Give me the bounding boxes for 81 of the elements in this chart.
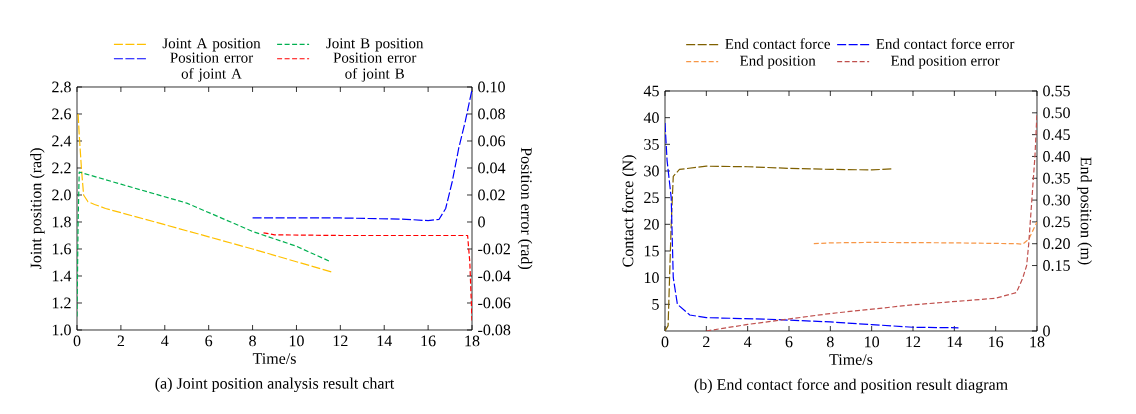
y2-tick-label: 0.45	[1043, 129, 1070, 141]
legend-label: Joint A position	[162, 38, 261, 52]
y2-tick-label: -0.04	[478, 270, 511, 282]
y-axis-title: Joint position (rad)	[30, 148, 45, 270]
y-tick-label: 30	[644, 165, 659, 177]
legend-label: End contact force error	[876, 38, 1015, 49]
x-tick-label: 6	[785, 336, 793, 348]
x-tick-label: 14	[947, 336, 963, 348]
y-tick-label: 1.2	[52, 297, 71, 309]
x-tick-label: 8	[826, 336, 834, 348]
x-tick-label: 6	[205, 335, 213, 347]
line-series	[665, 165, 893, 331]
x-axis-title: Time/s	[252, 353, 296, 364]
y-tick-label: 25	[644, 192, 659, 204]
line-series	[665, 122, 960, 329]
y-tick-label: 2.6	[52, 108, 72, 120]
legend-label: End position	[739, 55, 816, 69]
x-tick-label: 10	[289, 335, 304, 347]
x-tick-label: 2	[117, 335, 125, 347]
x-tick-label: 16	[421, 335, 436, 347]
y2-tick-label: -0.06	[478, 297, 511, 309]
y2-tick-label: 0.35	[1043, 172, 1070, 184]
x-tick-label: 18	[1030, 336, 1045, 348]
x-tick-label: 8	[249, 335, 256, 347]
x-tick-label: 0	[661, 336, 669, 348]
y2-tick-label: 0.55	[1043, 85, 1070, 97]
line-series	[251, 89, 473, 222]
x-tick-label: 12	[906, 336, 921, 348]
line-series	[77, 113, 333, 273]
y2-tick-label: 0.06	[478, 135, 506, 147]
y-tick-label: 20	[644, 218, 659, 230]
y-tick-label: 2.8	[52, 81, 71, 93]
y-tick-label: 1.4	[52, 270, 72, 282]
y2-tick-label: 0.30	[1043, 194, 1070, 206]
y-tick-label: 15	[644, 245, 659, 257]
y2-tick-label: 0	[478, 216, 485, 228]
y-tick-label: 35	[644, 138, 659, 150]
y2-tick-label: 0.40	[1043, 151, 1070, 162]
y-tick-label: 2.4	[52, 135, 72, 147]
y-tick-label: 45	[643, 85, 659, 97]
x-tick-label: 4	[743, 336, 752, 348]
y2-tick-label: 0.10	[478, 81, 505, 93]
y2-axis-title: Position error (rad)	[517, 147, 533, 270]
x-tick-label: 4	[161, 335, 169, 347]
x-tick-label: 12	[333, 335, 348, 347]
x-axis-title: Time/s	[829, 354, 873, 365]
y2-tick-label: -0.08	[478, 324, 511, 336]
text: (a) Joint position analysis result chart	[155, 377, 395, 393]
line-series	[813, 221, 1037, 245]
line-series	[262, 232, 473, 322]
legend-label: End position error	[890, 55, 1000, 69]
x-tick-label: 2	[703, 336, 710, 348]
y-tick-label: 1.8	[52, 216, 71, 228]
legend-label: Position error of joint B	[333, 52, 417, 82]
text: (b) End contact force and position result diagram	[694, 378, 1008, 394]
x-tick-label: 18	[465, 335, 480, 347]
y-tick-label: 40	[643, 112, 659, 124]
y-tick-label: 5	[652, 299, 659, 310]
x-tick-label: 14	[377, 335, 392, 347]
y2-tick-label: 0.15	[1043, 260, 1070, 271]
x-tick-label: 16	[989, 336, 1004, 348]
y2-tick-label: 0.25	[1043, 216, 1070, 228]
y-tick-label: 2.0	[52, 189, 71, 201]
legend-label: Position error of joint A	[170, 52, 254, 82]
y2-tick-label: 0.08	[478, 108, 505, 120]
y2-tick-label: 0.04	[478, 162, 506, 174]
y2-axis-title: End position (m)	[1077, 157, 1092, 265]
y2-tick-label: 0.20	[1043, 238, 1070, 250]
y-tick-label: 1.6	[52, 243, 72, 255]
y-tick-label: 10	[644, 272, 659, 284]
legend-label: End contact force	[725, 38, 831, 49]
y-tick-label: 1.0	[52, 324, 71, 336]
x-tick-label: 0	[73, 335, 81, 347]
y2-tick-label: 0.02	[478, 189, 505, 201]
y2-tick-label: -0.02	[478, 243, 510, 255]
y-tick-label: 2.2	[52, 162, 71, 174]
legend-label: Joint B position	[326, 38, 424, 52]
y-axis-title: Contact force (N)	[621, 155, 637, 267]
y2-tick-label: 0.50	[1043, 107, 1070, 119]
x-tick-label: 10	[865, 336, 880, 348]
y2-tick-label: 0	[1043, 325, 1050, 337]
